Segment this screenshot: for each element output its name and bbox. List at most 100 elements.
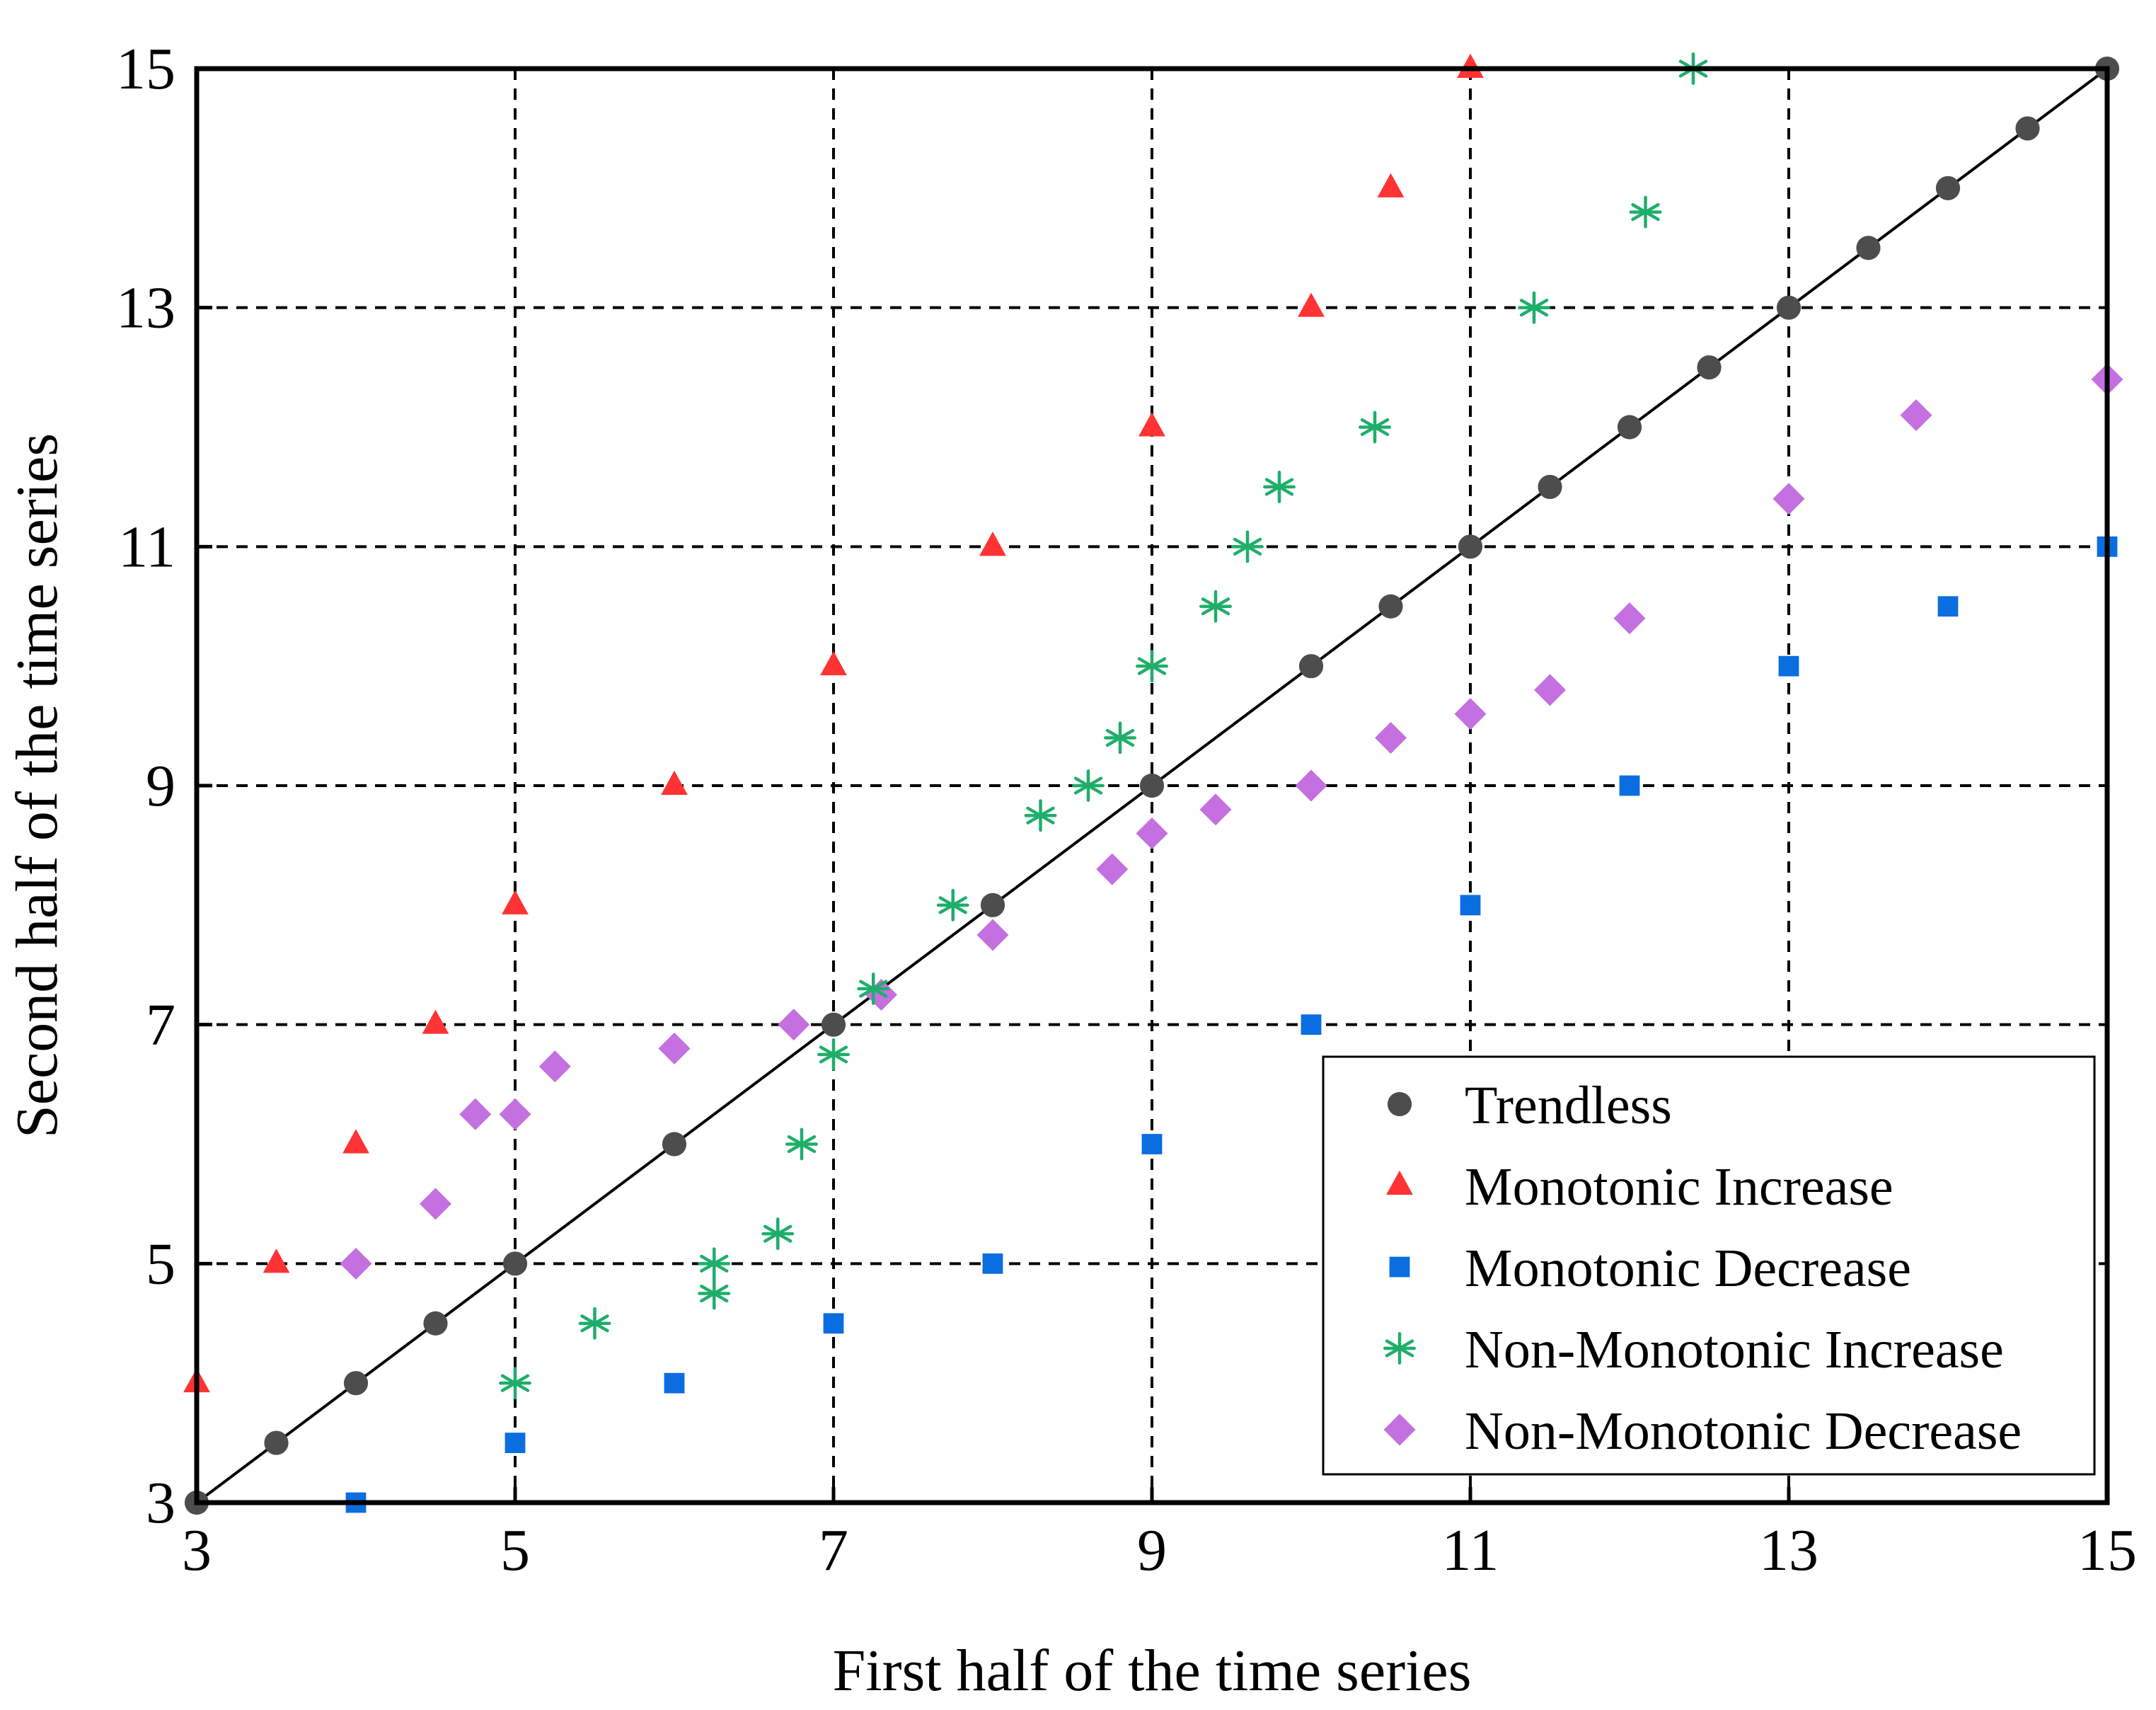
data-point-diamond [499,1098,531,1130]
data-point-circle [264,1430,289,1455]
legend-label: Monotonic Increase [1465,1157,1893,1217]
legend-marker-circle [1387,1091,1412,1117]
data-point-circle [1139,773,1165,798]
data-point-diamond [1136,817,1168,850]
data-point-diamond [778,1009,810,1041]
data-point-asterisk [1024,799,1057,832]
data-point-asterisk [1199,590,1232,623]
x-tick-label: 3 [182,1517,212,1583]
data-point-triangle [1138,412,1165,437]
data-point-triangle [263,1249,290,1273]
x-tick-label: 5 [500,1517,530,1583]
data-points [183,52,2123,1515]
data-point-square [1778,655,1799,677]
y-tick-label: 9 [146,753,175,819]
data-point-circle [1935,176,1961,200]
data-point-diamond [459,1098,492,1130]
data-point-square [664,1372,685,1394]
data-point-diamond [1772,483,1805,515]
data-point-square [1937,596,1959,617]
data-point-diamond [976,919,1009,951]
data-point-square [1141,1134,1163,1154]
y-axis-title: Second half of the time series [4,433,70,1138]
y-tick-label: 3 [146,1470,175,1536]
x-tick-label: 15 [2077,1517,2137,1583]
data-point-circle [502,1251,528,1276]
data-point-triangle [1457,53,1484,78]
y-tick-label: 7 [146,992,175,1058]
legend-item: Monotonic Increase [1386,1157,1893,1217]
legend-label: Non-Monotonic Decrease [1465,1401,2022,1461]
data-point-asterisk [698,1247,731,1280]
series-triangle-points [183,53,1484,1393]
y-tick-label: 13 [116,275,175,341]
data-point-square [1619,775,1640,796]
data-point-asterisk [1231,530,1264,563]
legend-item: Non-Monotonic Increase [1383,1320,2004,1379]
legend-item: Trendless [1387,1076,1672,1135]
legend-marker-asterisk [1383,1332,1416,1365]
data-point-asterisk [761,1217,795,1251]
x-tick-label: 9 [1137,1517,1167,1583]
data-point-circle [980,893,1005,917]
series-circle-points [184,56,2120,1515]
data-point-diamond [1375,721,1407,754]
legend-item: Non-Monotonic Decrease [1383,1401,2022,1461]
data-point-triangle [661,770,688,795]
data-point-square [823,1313,844,1334]
data-point-diamond [420,1188,451,1220]
data-point-asterisk [817,1038,850,1071]
data-point-triangle [1377,173,1405,197]
legend-box [1322,1055,2096,1476]
legend-label: Non-Monotonic Increase [1465,1320,2004,1379]
legend-item: Monotonic Decrease [1389,1239,1911,1298]
data-point-asterisk [857,972,890,1005]
data-point-diamond [1454,698,1487,730]
data-point-diamond [1613,602,1646,635]
data-point-square [982,1253,1003,1274]
legend-label: Monotonic Decrease [1465,1239,1911,1298]
data-point-circle [1697,355,1722,380]
data-point-diamond [1534,674,1566,706]
data-point-asterisk [1104,721,1136,754]
data-point-circle [662,1132,687,1157]
data-point-asterisk [1263,470,1296,503]
data-point-triangle [342,1129,369,1154]
data-point-diamond [1199,793,1232,826]
legend-marker-diamond [1383,1413,1416,1446]
data-point-circle [343,1371,369,1396]
data-point-triangle [820,650,847,676]
data-point-circle [1617,415,1642,440]
y-tick-label: 11 [118,514,175,580]
y-axis-ticks: 3 5 7 9 11 13 15 [116,36,212,1536]
data-point-circle [821,1012,846,1037]
data-point-diamond [658,1032,691,1065]
data-point-square [1301,1014,1322,1035]
data-point-circle [2015,116,2040,141]
x-tick-label: 7 [819,1517,848,1583]
data-point-circle [1458,534,1483,559]
data-point-asterisk [1518,291,1550,324]
series-square-points [345,536,2118,1513]
data-point-triangle [1298,292,1325,317]
data-point-diamond [340,1247,372,1280]
data-point-circle [1776,295,1802,320]
x-axis-ticks: 3 5 7 9 11 13 15 [182,1487,2137,1583]
data-point-asterisk [1359,411,1391,444]
data-point-circle [1298,654,1324,679]
data-point-triangle [422,1009,449,1034]
legend-marker-square [1389,1256,1410,1278]
data-point-asterisk [936,888,969,922]
y-tick-label: 5 [146,1231,175,1297]
data-point-circle [423,1311,448,1336]
x-tick-label: 13 [1759,1517,1818,1583]
data-point-diamond [1900,399,1932,432]
data-point-asterisk [785,1127,818,1161]
data-point-triangle [502,890,529,914]
data-point-diamond [538,1050,571,1083]
data-point-circle [1378,594,1403,619]
data-point-square [1460,895,1481,916]
data-point-square [505,1433,526,1453]
data-point-circle [1856,236,1881,260]
data-point-asterisk [1629,195,1662,229]
